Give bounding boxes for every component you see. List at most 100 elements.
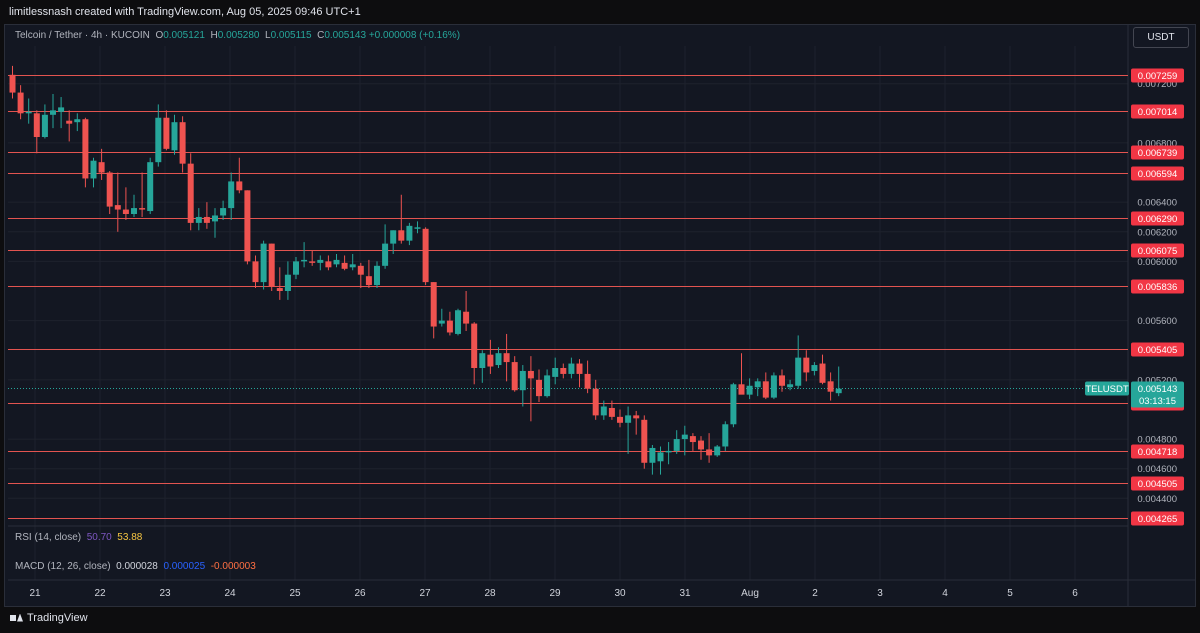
candle-body xyxy=(90,160,97,179)
currency-button[interactable]: USDT xyxy=(1133,27,1189,48)
price-level-badge xyxy=(1131,104,1184,119)
candle-body xyxy=(365,276,372,286)
candle xyxy=(698,436,704,460)
macd-histogram-value: -0.000003 xyxy=(210,561,256,572)
candle xyxy=(754,378,761,397)
candle xyxy=(811,362,818,376)
low-value: 0.005115 xyxy=(270,30,312,41)
price-axis-label: 0.006200 xyxy=(1137,227,1177,238)
candle xyxy=(74,113,81,132)
candle-body xyxy=(657,452,664,462)
time-axis-label: 4 xyxy=(942,588,948,599)
price-level-badge xyxy=(1131,243,1184,258)
time-axis-label: 30 xyxy=(614,588,626,599)
candle xyxy=(568,357,575,379)
candle xyxy=(495,347,502,368)
candle xyxy=(309,251,316,266)
candle-body xyxy=(228,181,235,209)
time-axis-label: 29 xyxy=(549,588,561,599)
candle xyxy=(228,172,235,220)
candle-body xyxy=(139,208,146,210)
candle-body xyxy=(835,388,842,394)
candle-body xyxy=(325,261,332,268)
candle-body xyxy=(252,261,259,283)
candle-body xyxy=(422,228,429,283)
candle xyxy=(9,65,16,99)
candle xyxy=(633,410,640,435)
candle-body xyxy=(446,320,453,333)
candle xyxy=(139,172,146,217)
candle xyxy=(58,97,65,129)
candle-body xyxy=(819,363,826,383)
price-level-badge xyxy=(1131,279,1184,294)
candle xyxy=(365,259,372,289)
tradingview-logo[interactable]: TradingView xyxy=(10,612,88,624)
candle-body xyxy=(179,122,186,164)
candle-body xyxy=(665,450,672,453)
candle xyxy=(317,255,324,271)
candle-body xyxy=(163,117,170,149)
candle-body xyxy=(552,368,559,377)
rsi-legend[interactable]: RSI (14, close) 50.70 53.88 xyxy=(15,532,142,543)
time-axis-label: Aug xyxy=(741,588,759,599)
macd-value: 0.000028 xyxy=(116,561,158,572)
candle-body xyxy=(276,288,283,291)
candle-body xyxy=(714,446,721,456)
change-value: +0.000008 (+0.16%) xyxy=(368,30,461,41)
candle xyxy=(803,350,810,382)
candle-body xyxy=(309,261,316,263)
candle-body xyxy=(722,424,729,447)
candle xyxy=(527,356,534,422)
candle-body xyxy=(641,419,648,463)
candle xyxy=(195,208,202,231)
candle xyxy=(406,222,413,246)
candle-body xyxy=(41,114,48,137)
candle-body xyxy=(374,265,380,286)
price-level-badge-text: 0.005836 xyxy=(1138,282,1178,293)
candle xyxy=(519,365,526,407)
candle-body xyxy=(511,362,518,391)
candle-body xyxy=(689,436,696,443)
candle-body xyxy=(681,434,688,440)
candle xyxy=(511,356,518,392)
candle-body xyxy=(268,243,275,287)
candle xyxy=(738,353,745,395)
horizontal-levels xyxy=(8,75,1128,519)
macd-legend[interactable]: MACD (12, 26, close) 0.000028 0.000025 -… xyxy=(15,561,256,572)
candle xyxy=(114,172,121,232)
chart-panel[interactable] xyxy=(4,24,1196,607)
price-level-badge-text: 0.006594 xyxy=(1138,169,1178,180)
candle-body xyxy=(212,215,218,222)
candle xyxy=(187,153,194,231)
candle xyxy=(779,369,785,392)
time-axis-label: 5 xyxy=(1007,588,1013,599)
candle xyxy=(536,369,542,403)
price-axis-label: 0.007200 xyxy=(1137,79,1177,90)
candle xyxy=(835,366,842,397)
time-axis: 21 22 23 24 25 26 27 28 29 30 31 Aug 2 3 4 5 6 xyxy=(29,588,1078,599)
current-price-badge xyxy=(1131,381,1184,408)
candle-body xyxy=(398,230,405,241)
price-level-badge-text: 0.004505 xyxy=(1138,479,1178,490)
time-axis-label: 3 xyxy=(877,588,883,599)
price-level-badge-text: 0.004718 xyxy=(1138,447,1178,458)
candle xyxy=(746,378,753,400)
candle-body xyxy=(220,208,227,216)
candle xyxy=(212,208,218,238)
tradingview-brand: TradingView xyxy=(27,612,88,624)
open-label: O xyxy=(155,30,164,41)
price-level-badge-text: 0.007014 xyxy=(1138,107,1178,118)
candle-body xyxy=(779,375,785,386)
candle xyxy=(795,335,802,389)
candle-body xyxy=(762,381,769,398)
candle xyxy=(600,400,607,420)
candle-body xyxy=(66,120,73,124)
candle-body xyxy=(608,407,615,417)
candle-body xyxy=(284,274,291,291)
candle-body xyxy=(463,311,470,324)
candle-body xyxy=(811,365,818,371)
price-level-badge xyxy=(1131,342,1184,357)
candle-body xyxy=(519,370,526,391)
